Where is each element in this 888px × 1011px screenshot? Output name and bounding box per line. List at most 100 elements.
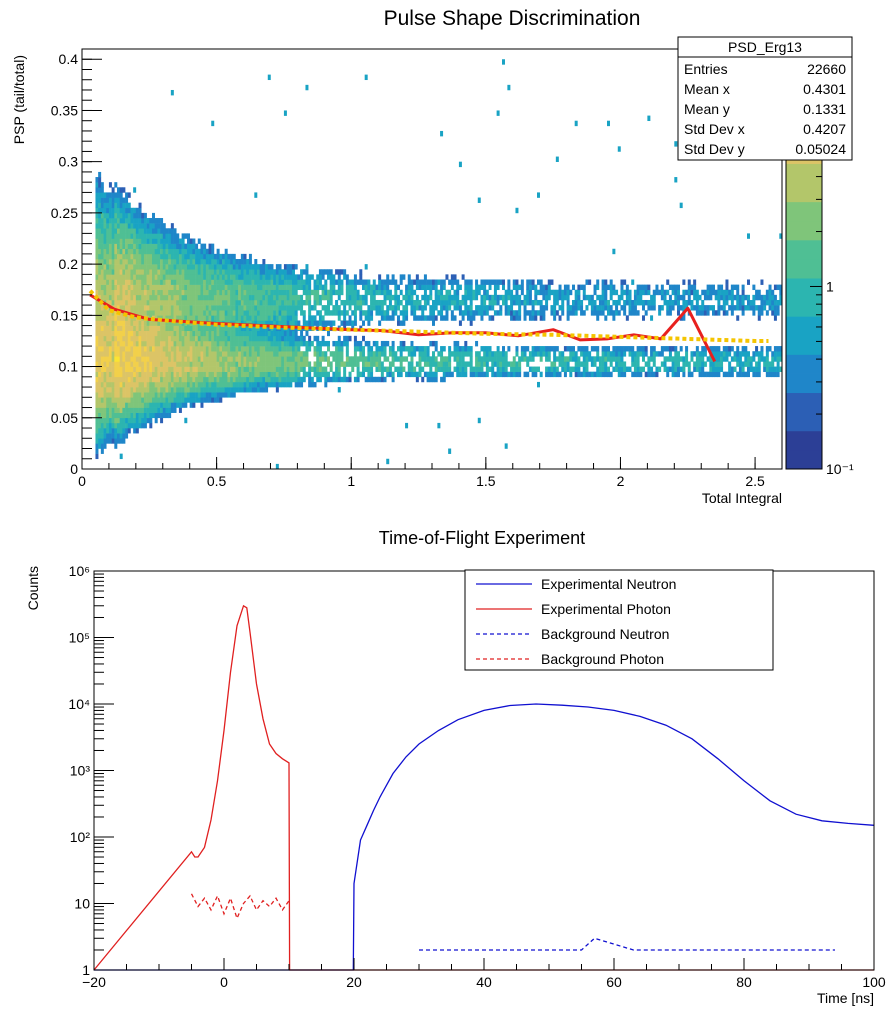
heatmap-cell xyxy=(768,366,772,372)
heatmap-cell xyxy=(246,310,250,316)
heatmap-cell xyxy=(623,346,627,352)
heatmap-cell xyxy=(504,443,508,449)
heatmap-cell xyxy=(415,305,419,311)
heatmap-cell xyxy=(222,366,225,372)
heatmap-cell xyxy=(232,259,236,265)
heatmap-cell xyxy=(114,264,118,270)
heatmap-cell xyxy=(275,387,279,393)
heatmap-cell xyxy=(100,366,104,372)
heatmap-cell xyxy=(143,310,147,316)
heatmap-cell xyxy=(98,387,102,393)
heatmap-cell xyxy=(760,310,764,316)
heatmap-cell xyxy=(386,340,390,347)
heatmap-cell xyxy=(219,330,223,337)
heatmap-cell xyxy=(356,346,360,352)
heatmap-cell xyxy=(243,351,247,357)
heatmap-cell xyxy=(133,387,137,393)
heatmap-cell xyxy=(222,310,225,316)
heatmap-cell xyxy=(391,351,395,357)
heatmap-cell xyxy=(636,289,640,296)
heatmap-cell xyxy=(227,299,231,306)
heatmap-cell xyxy=(114,315,118,321)
heatmap-cell xyxy=(127,269,131,275)
heatmap-cell xyxy=(117,248,120,255)
heatmap-cell xyxy=(165,238,169,244)
heatmap-cell xyxy=(359,269,363,275)
heatmap-cell xyxy=(149,233,153,239)
heatmap-cell xyxy=(316,284,320,291)
heatmap-cell xyxy=(265,346,269,352)
heatmap-cell xyxy=(510,366,514,372)
heatmap-cell xyxy=(170,407,174,413)
heatmap-cell xyxy=(178,387,182,393)
heatmap-cell xyxy=(133,371,137,378)
heatmap-cell xyxy=(227,361,231,367)
heatmap-cell xyxy=(176,310,180,316)
heatmap-cell xyxy=(267,264,271,270)
heatmap-cell xyxy=(566,289,570,296)
heatmap-cell xyxy=(397,356,400,362)
heatmap-cell xyxy=(437,294,441,301)
heatmap-cell xyxy=(545,289,549,296)
heatmap-cell xyxy=(117,371,120,378)
heatmap-cell xyxy=(685,299,689,306)
heatmap-cell xyxy=(149,392,153,398)
heatmap-cell xyxy=(407,274,411,280)
heatmap-cell xyxy=(103,294,107,301)
heatmap-cell xyxy=(386,371,390,378)
heatmap-cell xyxy=(213,361,217,367)
heatmap-cell xyxy=(141,279,145,285)
heatmap-cell xyxy=(219,325,223,332)
heatmap-cell xyxy=(388,346,392,352)
heatmap-cell xyxy=(286,320,290,326)
heatmap-cell xyxy=(440,315,444,321)
heatmap-cell xyxy=(141,294,145,301)
heatmap-cell xyxy=(590,299,594,306)
heatmap-cell xyxy=(364,340,368,347)
heatmap-cell xyxy=(289,356,293,362)
heatmap-cell xyxy=(305,284,309,291)
heatmap-cell xyxy=(292,299,295,306)
heatmap-cell xyxy=(332,376,336,383)
heatmap-cell xyxy=(122,218,126,224)
heatmap-cell xyxy=(200,325,204,332)
heatmap-cell xyxy=(170,279,174,285)
heatmap-cell xyxy=(141,289,145,296)
heatmap-cell xyxy=(297,346,301,352)
heatmap-cell xyxy=(510,315,514,321)
heatmap-cell xyxy=(197,279,201,285)
heatmap-cell xyxy=(98,289,102,296)
heatmap-cell xyxy=(343,335,347,342)
heatmap-cell xyxy=(133,428,137,434)
heatmap-cell xyxy=(230,294,234,301)
heatmap-cell xyxy=(152,269,155,275)
heatmap-cell xyxy=(240,381,244,388)
heatmap-cell xyxy=(157,279,161,285)
heatmap-cell xyxy=(130,305,134,311)
heatmap-cell xyxy=(316,371,320,378)
heatmap-cell xyxy=(98,264,102,270)
heatmap-cell xyxy=(628,310,632,316)
heatmap-cell xyxy=(227,279,231,285)
heatmap-cell xyxy=(262,381,266,388)
heatmap-cell xyxy=(178,305,182,311)
heatmap-cell xyxy=(402,294,406,301)
heatmap-cell xyxy=(152,325,155,332)
heatmap-cell xyxy=(324,289,328,296)
heatmap-cell xyxy=(106,371,110,378)
heatmap-cell xyxy=(572,346,575,352)
psd-x-tick-label: 2.5 xyxy=(745,473,765,489)
heatmap-cell xyxy=(111,335,115,342)
heatmap-cell xyxy=(475,366,479,372)
heatmap-cell xyxy=(712,361,715,367)
heatmap-cell xyxy=(205,346,209,352)
heatmap-cell xyxy=(410,346,414,352)
heatmap-cell xyxy=(127,356,131,362)
heatmap-cell xyxy=(353,340,357,347)
heatmap-cell xyxy=(464,340,468,347)
heatmap-cell xyxy=(383,310,387,316)
heatmap-cell xyxy=(289,284,293,291)
heatmap-cell xyxy=(442,305,446,311)
heatmap-cell xyxy=(152,351,155,357)
heatmap-cell xyxy=(480,315,484,321)
